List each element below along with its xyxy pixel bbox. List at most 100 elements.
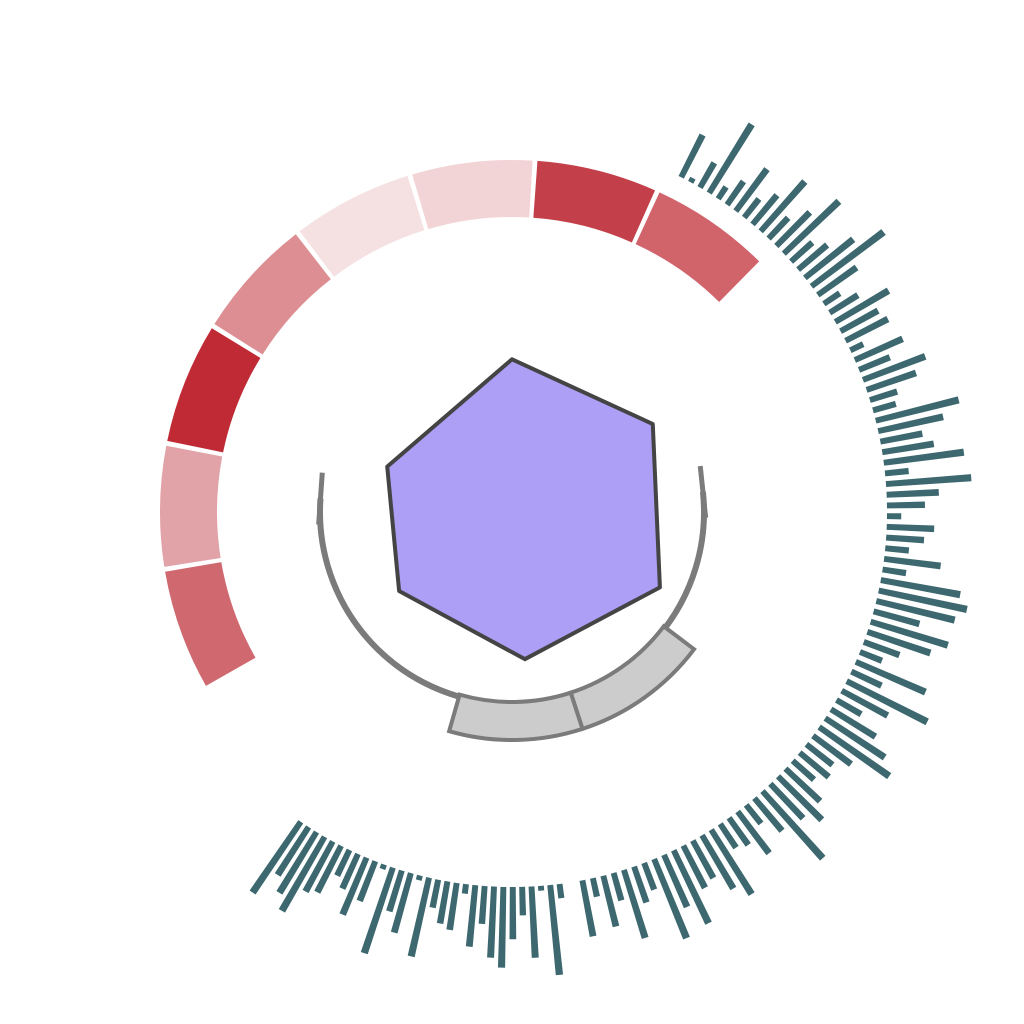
bracket-box (446, 690, 585, 742)
radial-bar (862, 639, 901, 659)
radial-bar (407, 877, 432, 958)
radial-bar (884, 467, 909, 477)
radial-bar (861, 353, 927, 383)
radial-bar (833, 287, 891, 325)
radial-bar (822, 290, 842, 307)
radial-bar (849, 341, 865, 353)
radial-bar (811, 733, 854, 767)
radial-bar (829, 706, 878, 740)
radial-bar (621, 869, 649, 939)
radial-bar (774, 209, 813, 249)
radial-bar (356, 860, 379, 903)
heat-segment (160, 445, 223, 567)
radial-bar (690, 839, 717, 880)
radial-bar (697, 161, 718, 190)
bracket-end-tick (697, 465, 709, 519)
radial-bar (886, 523, 935, 533)
radial-bar (880, 577, 961, 599)
heat-segment (299, 175, 425, 277)
heat-segment (412, 160, 533, 230)
radial-bar (783, 766, 823, 804)
radial-bar (823, 715, 887, 761)
radial-bar (796, 242, 830, 272)
polygon-layer (385, 357, 662, 662)
radial-bar (768, 781, 806, 821)
radial-bar (556, 883, 565, 899)
radial-bar (741, 197, 762, 220)
radial-bar (878, 587, 968, 614)
radial-bar (883, 448, 965, 466)
radial-bar (886, 513, 902, 520)
radial-bar (390, 872, 414, 934)
radial-bar (487, 886, 497, 958)
radial-bar (883, 555, 942, 570)
radial-bar (415, 874, 423, 881)
radial-bar (854, 659, 927, 696)
radial-bar (872, 608, 921, 628)
radial-bar (885, 534, 925, 544)
radial-bar (844, 316, 890, 344)
radial-bar (865, 369, 918, 393)
radial-bar (797, 750, 831, 780)
radial-bar (724, 179, 747, 207)
radial-bar (339, 856, 370, 916)
radial-bar (661, 853, 691, 909)
radial-bar (869, 618, 949, 649)
radial-bar (688, 176, 696, 184)
radial-bar (497, 886, 507, 968)
heat-segment (533, 160, 656, 243)
radial-bar (528, 886, 539, 958)
heat-segment-ring (160, 160, 760, 686)
radial-bar (436, 880, 451, 925)
radial-bar (804, 741, 835, 768)
radial-bar (781, 198, 842, 256)
radial-bar (816, 264, 859, 298)
radial-bar (869, 388, 899, 403)
radial-bar (875, 598, 956, 624)
radial-bar (872, 400, 897, 414)
radial-bar (752, 796, 785, 833)
radial-bar (274, 825, 312, 877)
radial-bar (879, 430, 923, 445)
radial-bar (834, 697, 863, 718)
radial-bar (884, 545, 910, 554)
radial-bar (579, 879, 597, 937)
radial-bar (671, 849, 712, 925)
radial-bar (789, 240, 815, 264)
bracket-arc-layer (316, 465, 709, 742)
radial-bar (600, 874, 620, 928)
radial-bar (429, 879, 442, 909)
radial-bar (733, 167, 770, 213)
radial-bar (465, 884, 479, 947)
radial-bar (726, 816, 751, 847)
radial-bar (886, 501, 925, 509)
radial-bar (446, 882, 460, 931)
data-polygon (385, 357, 662, 662)
radial-bar (314, 844, 344, 894)
radial-bar (631, 865, 650, 904)
radial-bar (708, 828, 755, 896)
bracket-end-tick (316, 472, 325, 525)
radial-bar (715, 185, 729, 201)
radial-bar (706, 122, 755, 195)
heat-segment (165, 562, 256, 686)
radial-bar (302, 839, 336, 894)
radial-bar (519, 886, 527, 916)
radial-bar-ring (249, 122, 972, 976)
radial-bar (857, 354, 891, 373)
radial-bar (478, 885, 488, 925)
radial-bar (735, 809, 772, 856)
radial-bar (641, 861, 658, 891)
radial-bar (537, 885, 545, 891)
radial-bar (699, 833, 737, 891)
radial-bar (840, 688, 890, 719)
radial-bar (461, 883, 469, 894)
radial-bar (877, 413, 944, 435)
radial-bar (589, 877, 600, 898)
radial-bar (339, 852, 361, 890)
radial-bar (817, 724, 892, 780)
heat-segment (635, 192, 760, 302)
radial-bar (775, 774, 825, 823)
bracket-box (568, 623, 697, 732)
radial-bar (360, 866, 396, 955)
